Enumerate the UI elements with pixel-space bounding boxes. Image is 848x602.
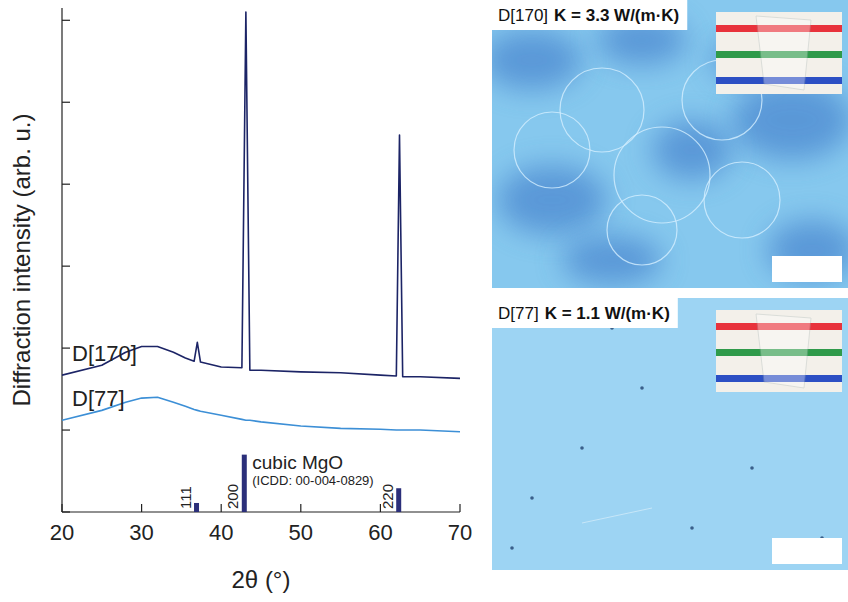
x-axis-title: 2θ (°) <box>232 566 291 593</box>
reference-name: cubic MgO <box>252 452 343 473</box>
scale-bar <box>772 538 842 564</box>
inset-sample <box>756 314 811 388</box>
x-tick-label: 30 <box>129 520 153 545</box>
y-axis <box>61 8 62 512</box>
micrograph-bg <box>492 298 848 570</box>
inset-photo <box>716 12 842 94</box>
y-tick <box>62 184 70 185</box>
x-tick <box>141 504 142 512</box>
reference-bar <box>242 455 247 512</box>
particle <box>560 68 644 152</box>
series-label: D[77] <box>72 386 125 411</box>
speck <box>510 546 514 550</box>
micrograph-image <box>492 0 848 288</box>
y-tick <box>62 266 70 267</box>
sample-name: D[170] <box>498 6 548 25</box>
particle <box>704 162 780 238</box>
y-axis-title: Diffraction intensity (arb. u.) <box>8 113 35 406</box>
blotch <box>492 30 582 90</box>
speck <box>580 446 584 450</box>
conductivity: K = 3.3 W/(m·K) <box>554 6 679 25</box>
x-tick-label: 50 <box>289 520 313 545</box>
x-tick <box>300 504 301 512</box>
reference-source: (ICDD: 00-004-0829) <box>252 473 373 488</box>
x-tick-label: 20 <box>50 520 74 545</box>
reference-label: 220 <box>379 484 396 509</box>
x-tick <box>61 504 62 512</box>
label-box <box>492 0 687 30</box>
reference-bar <box>396 488 401 512</box>
micrograph-label: D[77] K = 1.1 W/(m·K) <box>492 298 678 328</box>
particle <box>607 195 677 265</box>
micrograph-image <box>492 298 848 570</box>
x-tick-label: 60 <box>368 520 392 545</box>
particle <box>514 112 590 188</box>
x-tick-label: 70 <box>448 520 472 545</box>
micrograph-label: D[170] K = 3.3 W/(m·K) <box>492 0 687 30</box>
micrograph: D[77] K = 1.1 W/(m·K) <box>492 298 848 570</box>
blotch <box>497 165 607 235</box>
micrograph: D[170] K = 3.3 W/(m·K) <box>482 0 848 288</box>
y-tick <box>62 429 70 430</box>
speck <box>530 496 534 500</box>
particle <box>614 127 710 223</box>
series-label: D[170] <box>72 341 137 366</box>
inset-photo <box>716 310 842 392</box>
scale-bar <box>772 256 842 282</box>
x-tick <box>221 504 222 512</box>
y-tick <box>62 347 70 348</box>
speck <box>750 466 754 470</box>
x-tick <box>459 504 460 512</box>
sample-name: D[77] <box>498 304 539 323</box>
scratch <box>582 508 652 523</box>
blotch <box>652 120 732 180</box>
reference-label: 111 <box>177 486 194 509</box>
blotch <box>562 235 662 285</box>
x-tick-label: 40 <box>209 520 233 545</box>
conductivity: K = 1.1 W/(m·K) <box>545 304 670 323</box>
y-tick <box>62 102 70 103</box>
y-tick <box>62 20 70 21</box>
series-line <box>62 12 460 378</box>
label-box <box>492 298 678 328</box>
y-tick <box>62 511 70 512</box>
inset-sample <box>756 16 811 90</box>
speck <box>640 386 644 390</box>
speck <box>690 526 694 530</box>
plot-marks <box>62 12 460 512</box>
figure: 20 30 40 50 60 70 2θ (°) Diffraction intensity … <box>0 0 848 602</box>
reference-label: 200 <box>224 484 241 509</box>
reference-bar <box>194 503 199 512</box>
